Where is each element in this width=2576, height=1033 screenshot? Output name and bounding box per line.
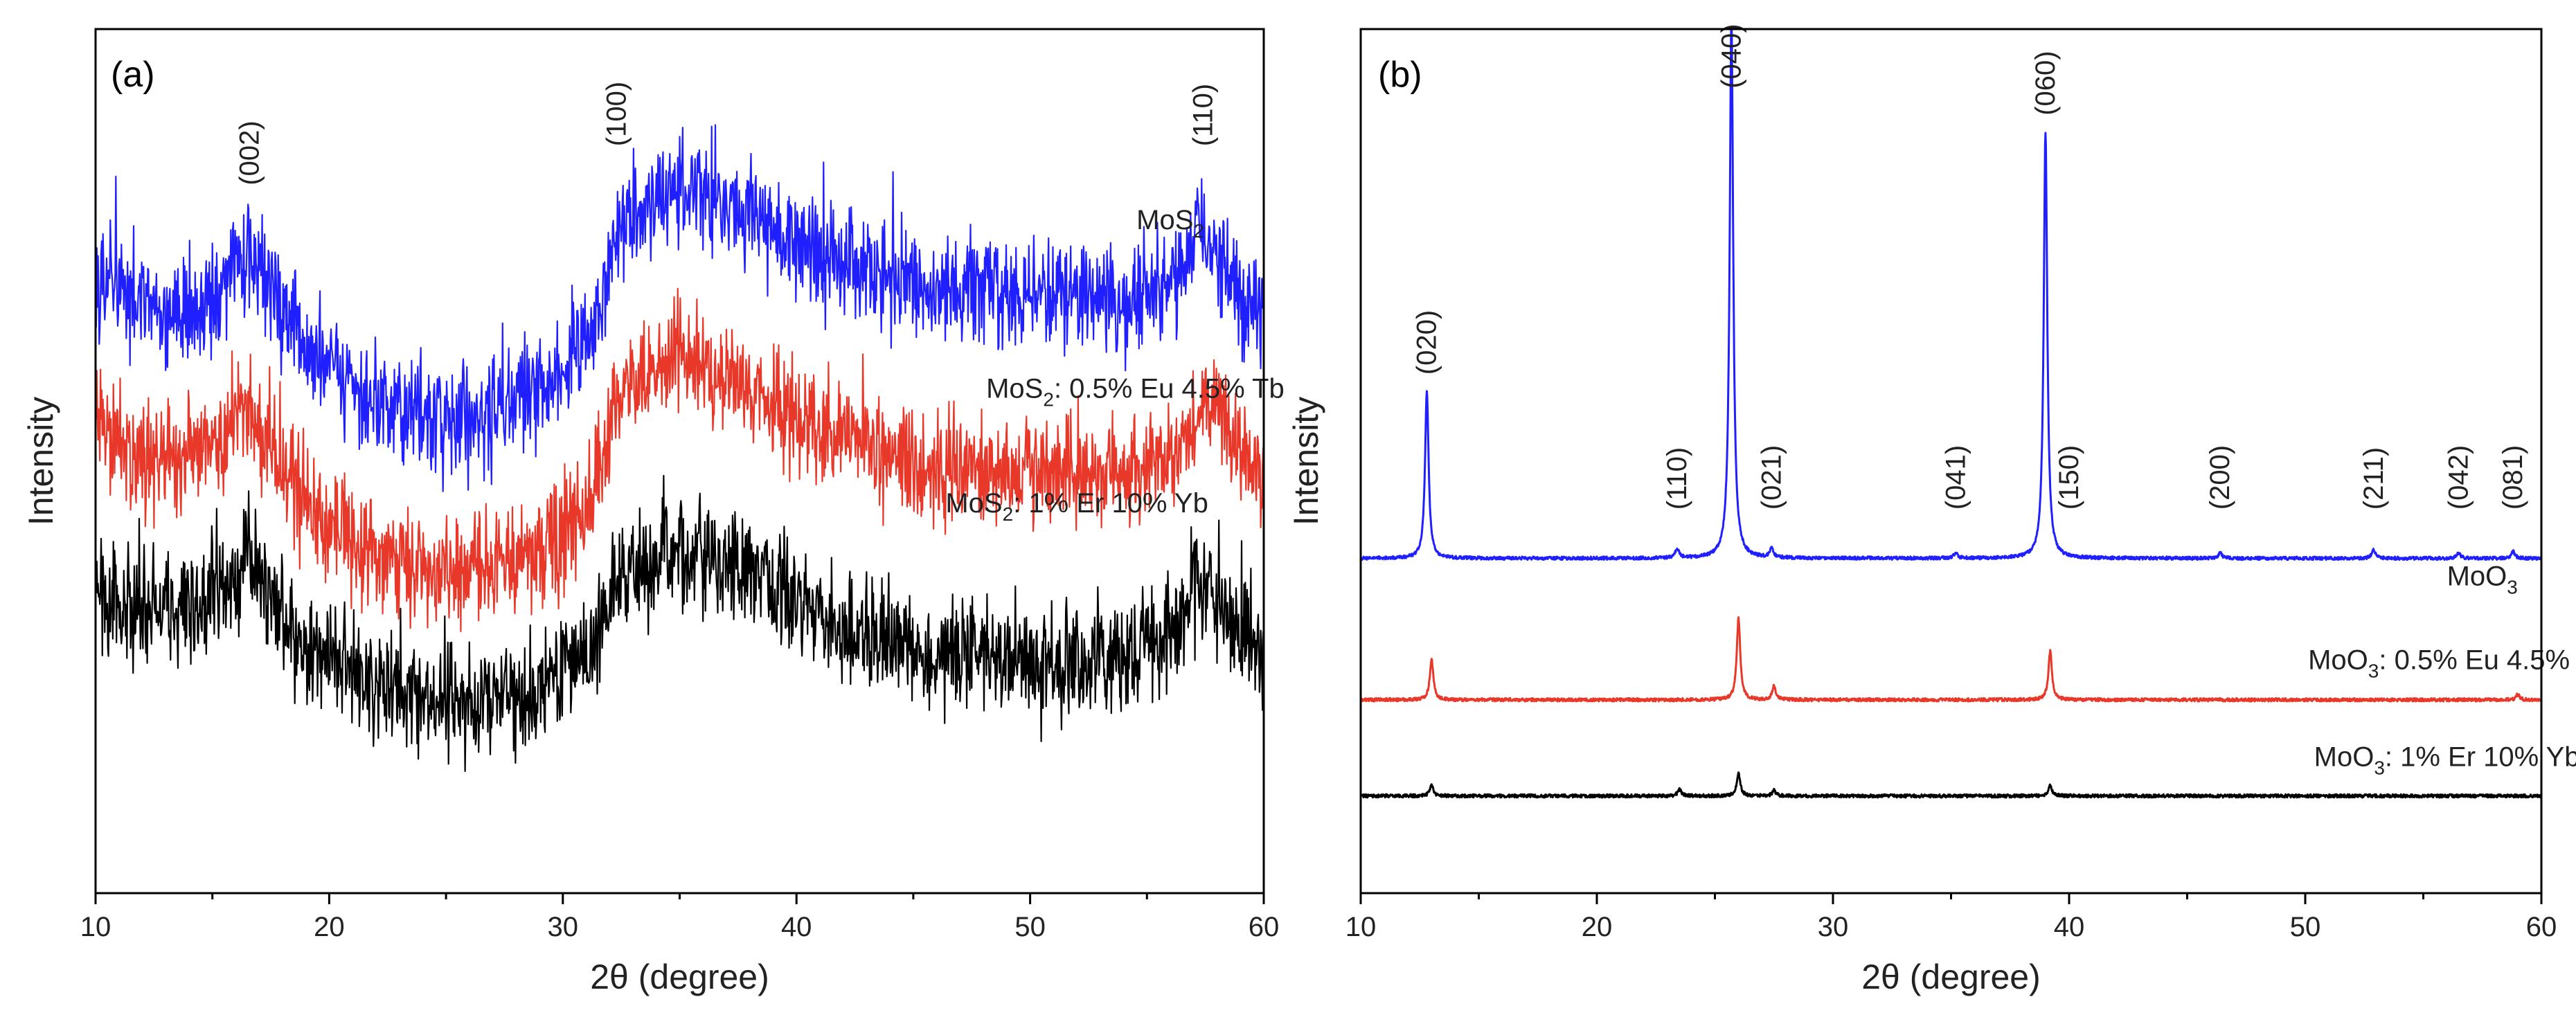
panel-a: MoS2 MoS2: 0.5% Eu 4.5% Tb MoS2: 1% Er 10%… — [21, 28, 1285, 996]
series-label: MoO3 — [2447, 561, 2518, 598]
panel-label: (b) — [1378, 55, 1422, 95]
series-line — [1361, 771, 2541, 799]
peak-label: (200) — [2205, 445, 2235, 510]
peak-label: (020) — [1411, 310, 1442, 375]
x-tick-label: 50 — [2290, 912, 2321, 942]
x-axis-title: 2θ (degree) — [590, 958, 769, 996]
peak-label: (211) — [2359, 447, 2389, 510]
series-line — [96, 124, 1264, 492]
peak-label: (100) — [601, 82, 632, 146]
x-tick-label: 10 — [1345, 912, 1377, 942]
x-tick-label: 20 — [1582, 912, 1613, 942]
peak-label: (150) — [2054, 445, 2084, 510]
series-line — [1361, 616, 2541, 703]
peak-label: (002) — [235, 120, 265, 185]
series-label: MoS2: 0.5% Eu 4.5% Tb — [986, 373, 1285, 410]
series-label: MoO3: 0.5% Eu 4.5% Tb — [2308, 645, 2576, 681]
series-line — [96, 474, 1264, 772]
peak-label: (110) — [1662, 447, 1692, 510]
peak-label: (041) — [1940, 445, 1971, 510]
panel-label: (a) — [111, 55, 155, 95]
series-label: MoO3: 1% Er 10% Yb — [2314, 742, 2576, 779]
peak-label: (110) — [1188, 84, 1218, 146]
y-axis-title: Intensity — [21, 397, 60, 526]
x-tick-label: 40 — [2054, 912, 2085, 942]
x-tick-label: 30 — [1818, 912, 1849, 942]
peak-label: (042) — [2444, 445, 2474, 510]
x-tick-label: 60 — [2526, 912, 2557, 942]
x-tick-label: 10 — [80, 912, 111, 942]
x-tick-label: 20 — [314, 912, 345, 942]
panel-b: MoO3 MoO3: 0.5% Eu 4.5% Tb MoO3: 1% Er 10%… — [1287, 24, 2576, 996]
x-tick-label: 50 — [1014, 912, 1046, 942]
x-tick-label: 30 — [548, 912, 579, 942]
x-tick-label: 40 — [781, 912, 812, 942]
peak-label: (021) — [1756, 445, 1787, 510]
y-axis-title: Intensity — [1287, 397, 1325, 526]
peak-label: (060) — [2030, 51, 2061, 115]
peak-label: (081) — [2498, 445, 2528, 510]
x-tick-label: 60 — [1249, 912, 1280, 942]
series-line — [96, 287, 1264, 632]
series-label: MoS2: 1% Er 10% Yb — [945, 488, 1208, 525]
series-label: MoS2 — [1136, 205, 1204, 242]
series-line — [1361, 29, 2541, 562]
peak-label: (040) — [1716, 24, 1746, 88]
x-axis-title: 2θ (degree) — [1861, 958, 2041, 996]
